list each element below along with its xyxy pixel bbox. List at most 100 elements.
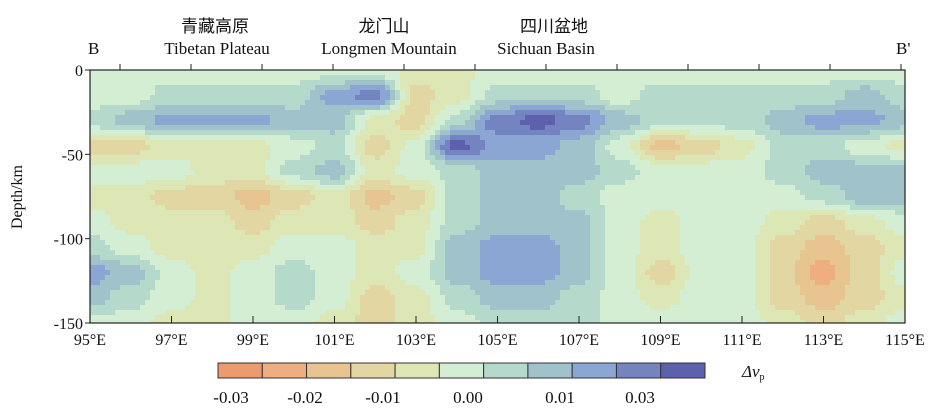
heatmap-cell: [105, 110, 111, 116]
heatmap-cell: [500, 295, 506, 301]
heatmap-cell: [445, 150, 451, 156]
heatmap-cell: [105, 220, 111, 226]
heatmap-cell: [405, 210, 411, 216]
heatmap-cell: [280, 190, 286, 196]
heatmap-cell: [275, 280, 281, 286]
heatmap-cell: [210, 310, 216, 316]
heatmap-cell: [170, 165, 176, 171]
heatmap-cell: [505, 185, 511, 191]
heatmap-cell: [290, 115, 296, 121]
heatmap-cell: [90, 270, 96, 276]
heatmap-cell: [470, 80, 476, 86]
heatmap-cell: [305, 75, 311, 81]
heatmap-cell: [450, 125, 456, 131]
heatmap-cell: [255, 210, 261, 216]
heatmap-cell: [285, 290, 291, 296]
heatmap-cell: [565, 310, 571, 316]
heatmap-cell: [130, 95, 136, 101]
heatmap-cell: [535, 195, 541, 201]
heatmap-cell: [510, 210, 516, 216]
heatmap-cell: [105, 70, 111, 76]
heatmap-cell: [300, 310, 306, 316]
heatmap-cell: [430, 310, 436, 316]
heatmap-cell: [135, 75, 141, 81]
heatmap-cell: [525, 220, 531, 226]
heatmap-cell: [245, 70, 251, 76]
heatmap-cell: [455, 195, 461, 201]
heatmap-cell: [510, 125, 516, 131]
heatmap-cell: [370, 270, 376, 276]
heatmap-cell: [355, 270, 361, 276]
heatmap-cell: [440, 155, 446, 161]
heatmap-cell: [230, 120, 236, 126]
heatmap-cell: [330, 295, 336, 301]
heatmap-cell: [300, 210, 306, 216]
heatmap-cell: [135, 85, 141, 91]
heatmap-cell: [280, 265, 286, 271]
heatmap-cell: [510, 205, 516, 211]
heatmap-cell: [500, 265, 506, 271]
heatmap-cell: [510, 245, 516, 251]
heatmap-cell: [480, 265, 486, 271]
heatmap-cell: [375, 205, 381, 211]
heatmap-cell: [245, 305, 251, 311]
heatmap-cell: [390, 100, 396, 106]
heatmap-cell: [195, 160, 201, 166]
heatmap-cell: [500, 270, 506, 276]
heatmap-cell: [125, 120, 131, 126]
heatmap-cell: [345, 185, 351, 191]
heatmap-cell: [545, 135, 551, 141]
heatmap-cell: [365, 260, 371, 266]
heatmap-cell: [245, 125, 251, 131]
heatmap-cell: [155, 255, 161, 261]
heatmap-cell: [430, 75, 436, 81]
heatmap-cell: [100, 275, 106, 281]
heatmap-cell: [460, 220, 466, 226]
heatmap-cell: [310, 170, 316, 176]
heatmap-cell: [115, 80, 121, 86]
heatmap-cell: [420, 160, 426, 166]
heatmap-cell: [535, 145, 541, 151]
heatmap-cell: [565, 210, 571, 216]
heatmap-cell: [125, 270, 131, 276]
heatmap-cell: [185, 255, 191, 261]
heatmap-cell: [325, 80, 331, 86]
heatmap-cell: [460, 165, 466, 171]
heatmap-cell: [520, 285, 526, 291]
heatmap-cell: [250, 120, 256, 126]
heatmap-cell: [385, 240, 391, 246]
heatmap-cell: [330, 95, 336, 101]
heatmap-cell: [550, 165, 556, 171]
heatmap-cell: [160, 105, 166, 111]
heatmap-cell: [380, 75, 386, 81]
heatmap-cell: [375, 70, 381, 76]
heatmap-cell: [350, 175, 356, 181]
heatmap-cell: [415, 95, 421, 101]
heatmap-cell: [440, 260, 446, 266]
heatmap-cell: [490, 215, 496, 221]
heatmap-cell: [100, 315, 106, 321]
heatmap-cell: [420, 220, 426, 226]
heatmap-cell: [360, 240, 366, 246]
heatmap-cell: [540, 235, 546, 241]
heatmap-cell: [440, 195, 446, 201]
heatmap-cell: [545, 75, 551, 81]
heatmap-cell: [515, 240, 521, 246]
heatmap-cell: [95, 255, 101, 261]
heatmap-cell: [250, 270, 256, 276]
heatmap-cell: [355, 100, 361, 106]
heatmap-cell: [565, 125, 571, 131]
heatmap-cell: [245, 275, 251, 281]
heatmap-cell: [490, 295, 496, 301]
heatmap-cell: [275, 295, 281, 301]
heatmap-cell: [145, 115, 151, 121]
heatmap-cell: [370, 230, 376, 236]
heatmap-cell: [210, 130, 216, 136]
heatmap-cell: [565, 290, 571, 296]
heatmap-cell: [360, 120, 366, 126]
heatmap-cell: [225, 95, 231, 101]
heatmap-cell: [245, 225, 251, 231]
heatmap-cell: [385, 90, 391, 96]
heatmap-cell: [225, 320, 231, 324]
heatmap-cell: [570, 270, 576, 276]
